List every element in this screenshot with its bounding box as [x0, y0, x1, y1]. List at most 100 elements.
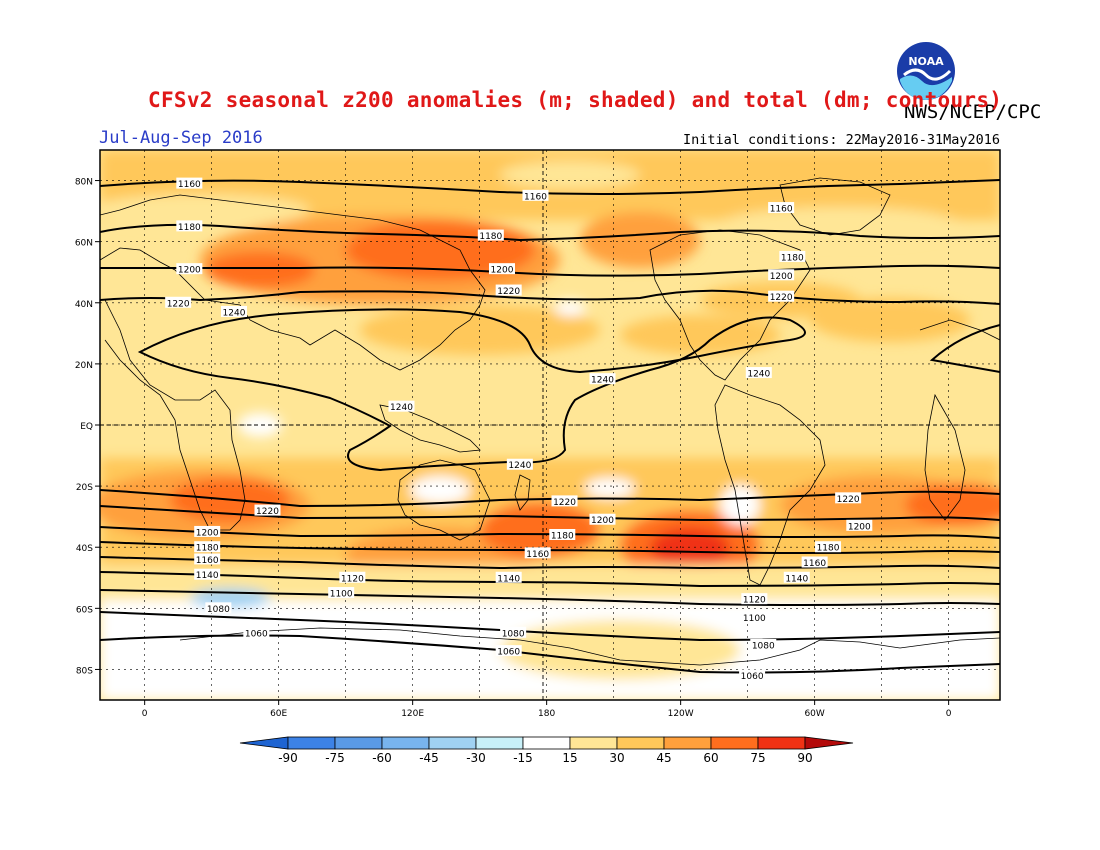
svg-text:1120: 1120 — [743, 596, 766, 606]
contour-label: 1160 — [801, 556, 828, 569]
colorbar-box — [710, 736, 759, 750]
svg-text:1240: 1240 — [390, 403, 413, 413]
svg-text:1200: 1200 — [591, 516, 614, 526]
contour-label: 1220 — [835, 492, 862, 505]
anomaly-shading — [100, 150, 1000, 700]
season-label: Jul-Aug-Sep 2016 — [99, 128, 263, 148]
svg-text:1120: 1120 — [341, 574, 364, 584]
svg-text:1160: 1160 — [178, 180, 201, 190]
svg-text:1220: 1220 — [256, 507, 279, 517]
lon-tick-label: 0 — [946, 709, 952, 719]
svg-text:1180: 1180 — [781, 253, 804, 263]
svg-text:1200: 1200 — [178, 266, 201, 276]
colorbar-box — [616, 736, 665, 750]
svg-text:1180: 1180 — [479, 232, 502, 242]
svg-text:1100: 1100 — [743, 614, 766, 624]
contour-label: 1220 — [551, 495, 578, 508]
colorbar-tick-label: 45 — [656, 751, 671, 765]
contour-label: 1160 — [194, 553, 221, 566]
colorbar-box — [663, 736, 712, 750]
colorbar-tick-label: 30 — [609, 751, 624, 765]
svg-text:1160: 1160 — [770, 205, 793, 215]
svg-text:1060: 1060 — [741, 672, 764, 682]
svg-text:1100: 1100 — [330, 590, 353, 600]
svg-text:1220: 1220 — [167, 299, 190, 309]
svg-text:1060: 1060 — [245, 629, 268, 639]
contour-label: 1200 — [176, 263, 203, 276]
colorbar-tick-labels: -90 -75 -60 -45 -30 -15 15 30 45 60 75 90 — [278, 751, 812, 765]
page-title: CFSv2 seasonal z200 anomalies (m; shaded… — [148, 88, 1003, 112]
svg-text:1180: 1180 — [178, 223, 201, 233]
colorbar-box — [334, 736, 383, 750]
svg-text:1080: 1080 — [207, 605, 230, 615]
svg-text:1180: 1180 — [551, 532, 574, 542]
contour-label: 1240 — [388, 400, 415, 413]
lat-tick-label: 40S — [76, 544, 93, 554]
svg-text:1060: 1060 — [497, 648, 520, 658]
lat-tick-label: 80N — [75, 178, 93, 188]
contour-label: 1200 — [194, 525, 221, 538]
colorbar-tick-label: -90 — [278, 751, 298, 765]
noaa-logo-icon: NOAA — [897, 42, 955, 100]
lat-tick-label: 60N — [75, 239, 93, 249]
contour-label: 1160 — [524, 547, 551, 560]
contour-label: 1220 — [254, 504, 281, 517]
svg-text:1140: 1140 — [196, 571, 219, 581]
lon-tick-label: 120W — [668, 709, 694, 719]
colorbar-boxes — [239, 736, 854, 750]
agency-label: NWS/NCEP/CPC — [904, 101, 1042, 123]
lat-tick-label: 60S — [76, 605, 93, 615]
contour-label: 1220 — [165, 296, 192, 309]
svg-text:1240: 1240 — [747, 370, 770, 380]
contour-label: 1120 — [339, 571, 366, 584]
svg-text:1140: 1140 — [497, 574, 520, 584]
contour-label: 1080 — [205, 602, 232, 615]
contour-label: 1240 — [589, 373, 616, 386]
contour-label: 1180 — [176, 220, 203, 233]
colorbar-box — [381, 736, 430, 750]
colorbar-box — [428, 736, 477, 750]
contour-label: 1220 — [768, 290, 795, 303]
colorbar-arrow-low — [239, 736, 289, 750]
svg-text:1160: 1160 — [526, 550, 549, 560]
contour-label: 1120 — [741, 593, 768, 606]
contour-label: 1200 — [488, 263, 515, 276]
lon-tick-label: 180 — [538, 709, 555, 719]
lon-tick-label: 0 — [142, 709, 148, 719]
contour-label: 1080 — [750, 639, 777, 652]
contour-label: 1160 — [176, 177, 203, 190]
contour-label: 1180 — [194, 541, 221, 554]
contour-label: 1240 — [220, 305, 247, 318]
contour-label: 1200 — [768, 269, 795, 282]
coastlines — [100, 177, 1000, 666]
colorbar-box — [522, 736, 571, 750]
svg-text:1180: 1180 — [196, 544, 219, 554]
colorbar-tick-label: -30 — [466, 751, 486, 765]
svg-text:1140: 1140 — [785, 574, 808, 584]
contour-label: 1220 — [495, 284, 522, 297]
colorbar-tick-label: 90 — [797, 751, 812, 765]
svg-text:1240: 1240 — [223, 308, 246, 318]
svg-text:1240: 1240 — [591, 376, 614, 386]
contour-label: 1160 — [768, 202, 795, 215]
svg-text:1180: 1180 — [817, 544, 840, 554]
colorbar-tick-label: 75 — [750, 751, 765, 765]
svg-text:1200: 1200 — [770, 272, 793, 282]
svg-text:1220: 1220 — [553, 498, 576, 508]
contour-label: 1140 — [495, 571, 522, 584]
contour-label: 1240 — [506, 458, 533, 471]
svg-text:1240: 1240 — [508, 461, 531, 471]
colorbar-box — [475, 736, 524, 750]
contour-label: 1180 — [779, 250, 806, 263]
lon-tick-label: 60E — [270, 709, 287, 719]
contour-label: 1060 — [739, 669, 766, 682]
lon-tick-label: 120E — [401, 709, 424, 719]
colorbar-tick-label: -45 — [419, 751, 439, 765]
colorbar-tick-label: -60 — [372, 751, 392, 765]
lat-tick-label: 20S — [76, 483, 93, 493]
colorbar-tick-label: -15 — [513, 751, 533, 765]
contour-label: 1200 — [589, 513, 616, 526]
colorbar-arrow-high — [804, 736, 854, 750]
